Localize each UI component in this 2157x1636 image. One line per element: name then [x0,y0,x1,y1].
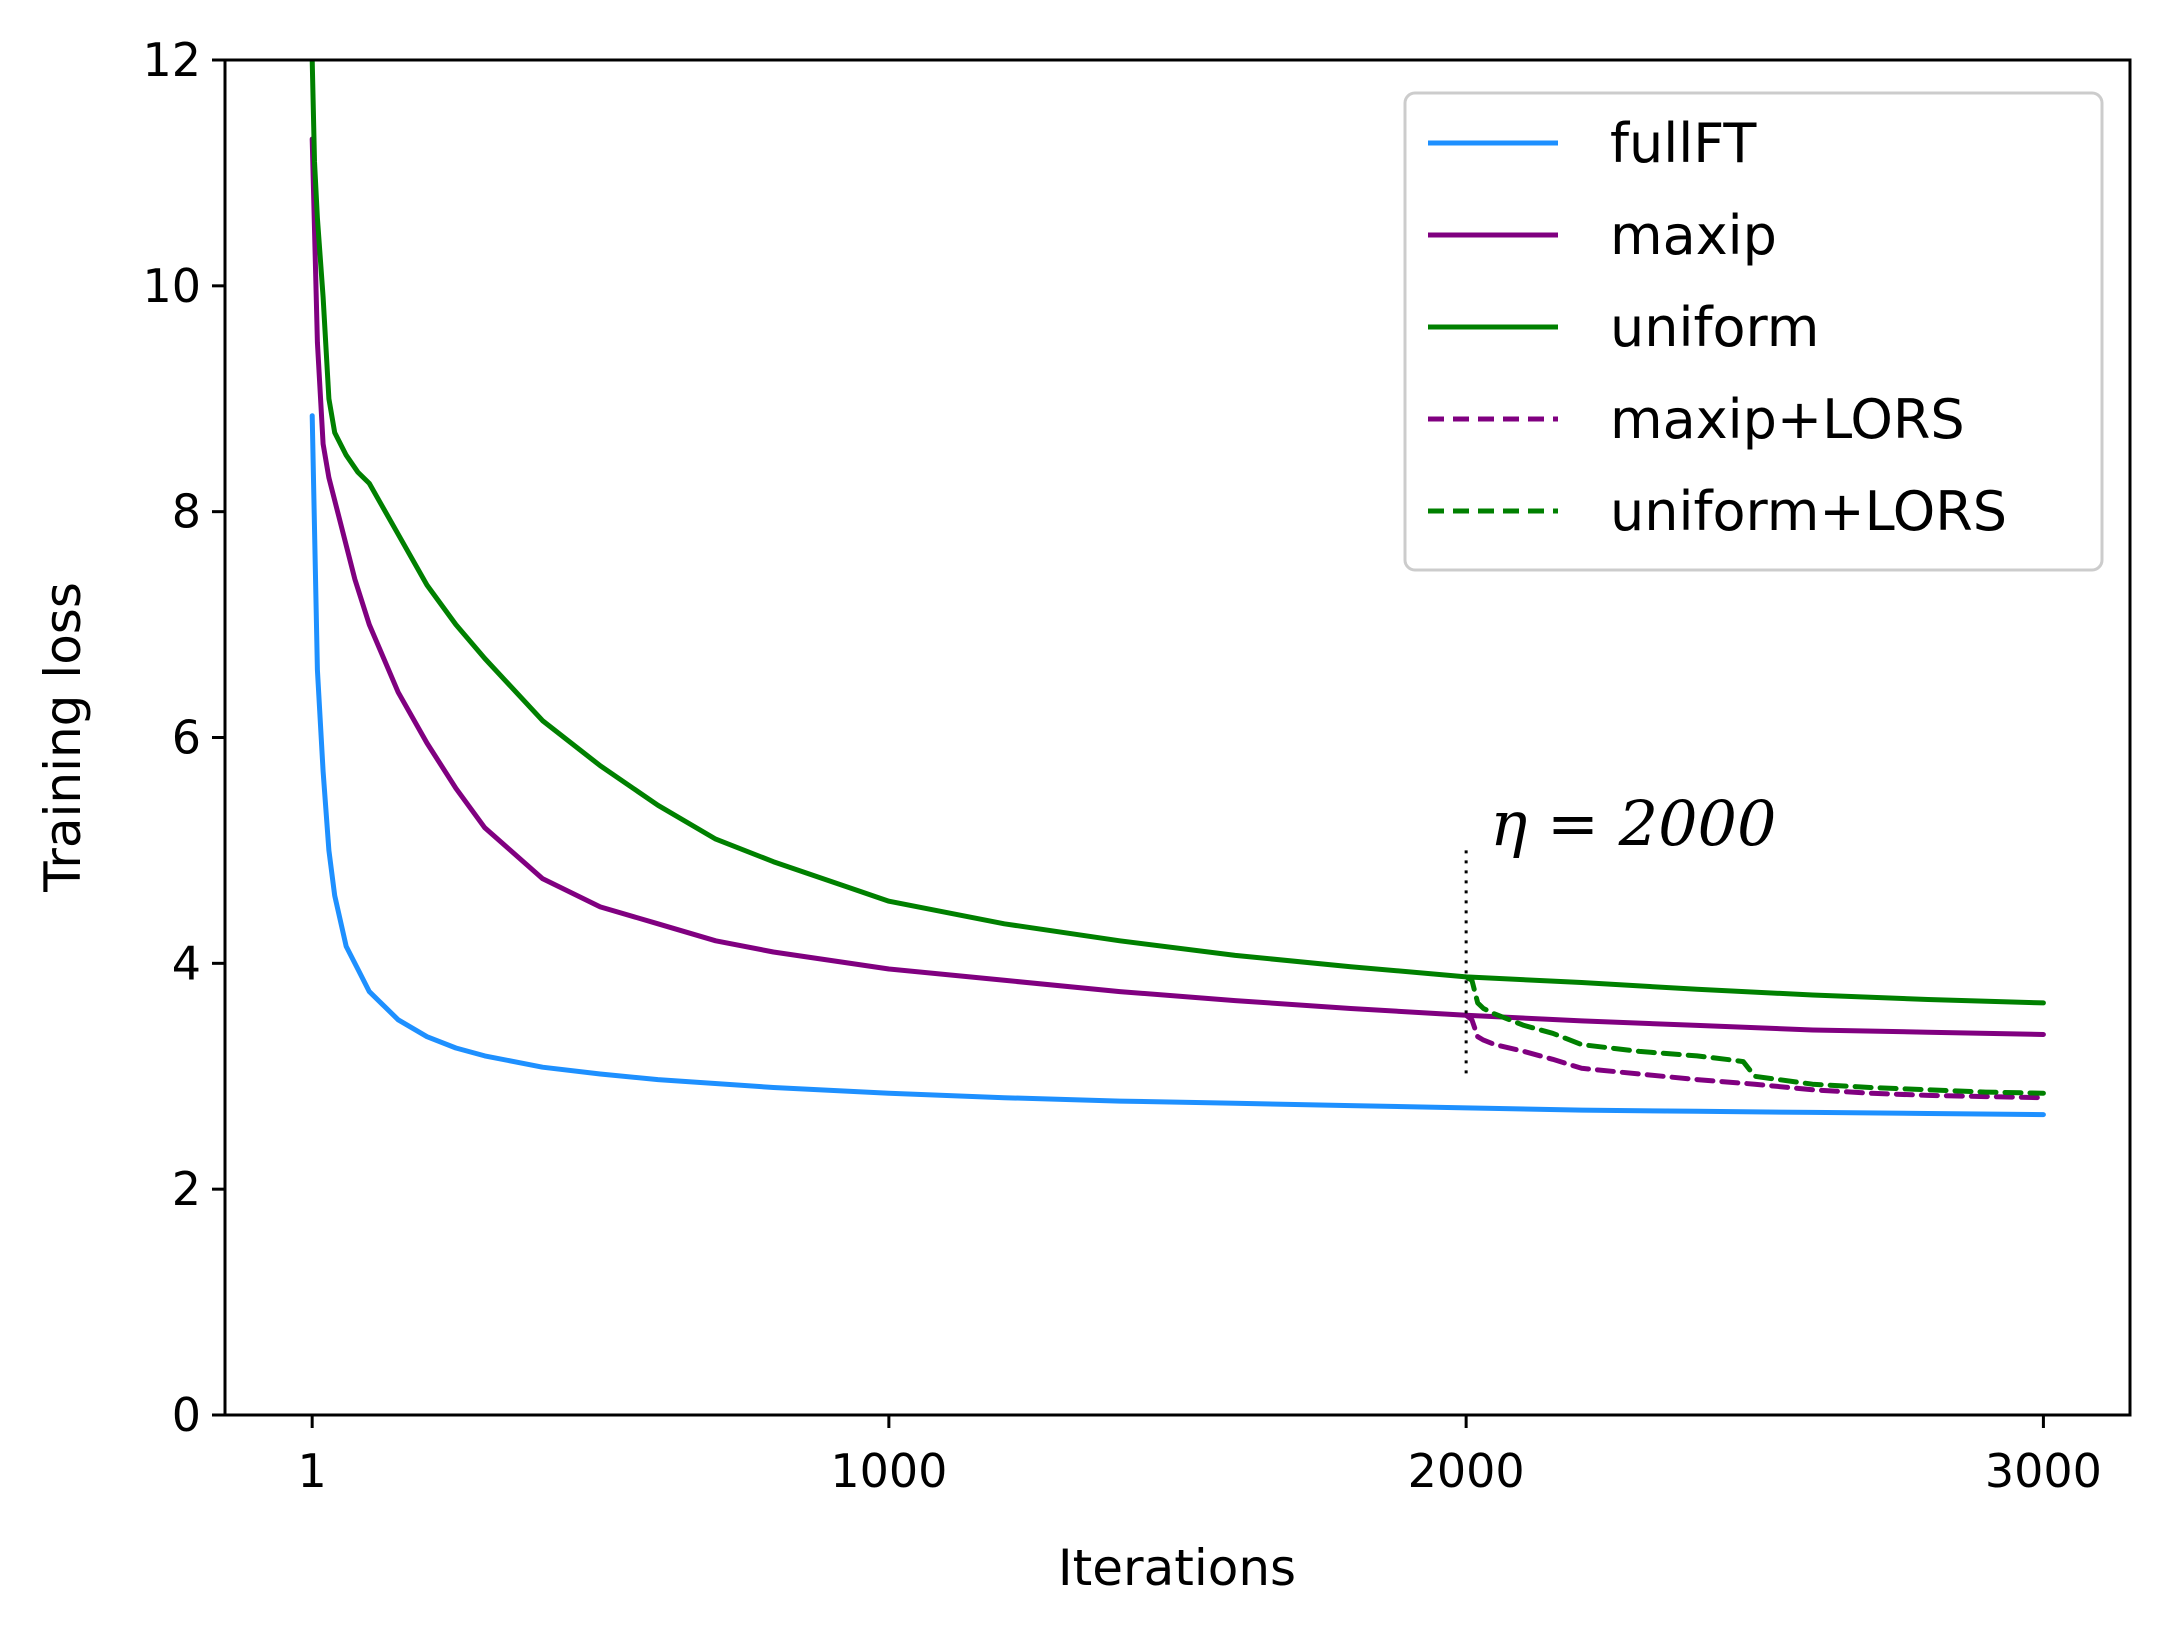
legend: fullFT maxip uniform maxip+LORS uniform+LORS [1403,91,2104,572]
legend-label: maxip [1610,204,1777,267]
series-line-uniform-lors [1463,974,2046,1096]
legend-label: fullFT [1610,112,1757,175]
x-tick-label: 2000 [1408,1444,1525,1498]
y-tick-label: 10 [142,259,201,313]
annotation-label: η = 2000 [1490,787,1776,860]
y-tick-label: 4 [172,936,201,990]
y-tick-label: 0 [172,1388,201,1442]
y-tick-label: 8 [172,485,201,539]
annotation-layer: η = 2000 [1464,787,1776,1077]
y-tick-label: 6 [172,711,201,765]
x-tick-label: 1000 [830,1444,947,1498]
y-tick-label: 12 [142,33,201,87]
series-line-maxip [309,136,2046,1037]
y-tick-label: 2 [172,1162,201,1216]
y-axis-label: Training loss [34,582,92,893]
x-axis: 1 1000 2000 3000 [298,1415,2102,1498]
x-axis-label: Iterations [1058,1539,1296,1597]
x-tick-label: 1 [298,1444,327,1498]
legend-label: uniform [1610,296,1819,359]
x-tick-label: 3000 [1985,1444,2102,1498]
series-line-maxip-lors [1463,1012,2046,1101]
series-line-uniform [309,60,2046,1006]
series-layer [309,60,2046,1118]
legend-label: uniform+LORS [1610,480,2007,543]
y-axis: 0 2 4 6 8 10 12 [142,33,225,1442]
legend-box [1403,91,2104,572]
legend-label: maxip+LORS [1610,388,1965,451]
series-line-fullft [309,413,2046,1118]
